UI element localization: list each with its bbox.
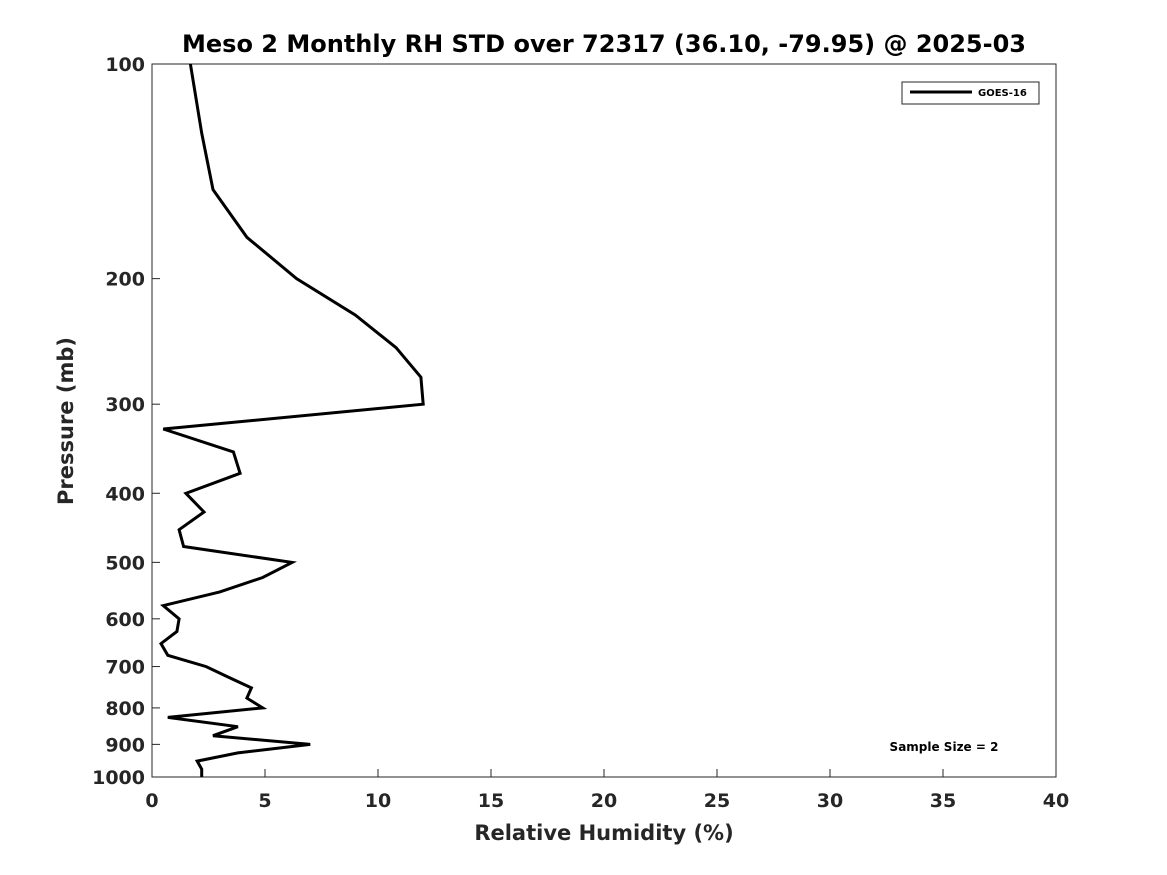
series-layer xyxy=(159,63,425,777)
y-tick-label: 300 xyxy=(105,394,145,416)
x-tick-label: 20 xyxy=(591,790,617,812)
x-tick-label: 10 xyxy=(365,790,391,812)
x-tick-label: 25 xyxy=(704,790,730,812)
y-tick-label: 1000 xyxy=(92,767,145,789)
x-tick-label: 35 xyxy=(930,790,956,812)
y-axis: 100 200 300 400 500 600 700 800 900 1000 xyxy=(92,54,160,789)
series-line-goes-16 xyxy=(159,63,425,777)
x-tick-label: 40 xyxy=(1043,790,1069,812)
sample-size-annotation: Sample Size = 2 xyxy=(890,740,999,754)
y-tick-label: 100 xyxy=(105,54,145,76)
x-tick-label: 15 xyxy=(478,790,504,812)
y-tick-label: 400 xyxy=(105,483,145,505)
legend-entry-goes-16: GOES-16 xyxy=(978,88,1027,99)
y-tick-label: 900 xyxy=(105,734,145,756)
y-tick-label: 700 xyxy=(105,657,145,679)
y-tick-label: 500 xyxy=(105,552,145,574)
y-axis-label: Pressure (mb) xyxy=(54,337,78,505)
plot-area xyxy=(151,63,1057,778)
x-axis-label: Relative Humidity (%) xyxy=(474,821,733,845)
y-tick-label: 800 xyxy=(105,698,145,720)
chart-title: Meso 2 Monthly RH STD over 72317 (36.10,… xyxy=(182,30,1026,58)
x-axis: 0 5 10 15 20 25 30 35 40 xyxy=(145,769,1069,812)
x-tick-label: 30 xyxy=(817,790,843,812)
x-tick-label: 5 xyxy=(258,790,271,812)
x-tick-label: 0 xyxy=(145,790,158,812)
legend: GOES-16 xyxy=(901,81,1040,105)
y-tick-label: 600 xyxy=(105,609,145,631)
y-tick-label: 200 xyxy=(105,269,145,291)
